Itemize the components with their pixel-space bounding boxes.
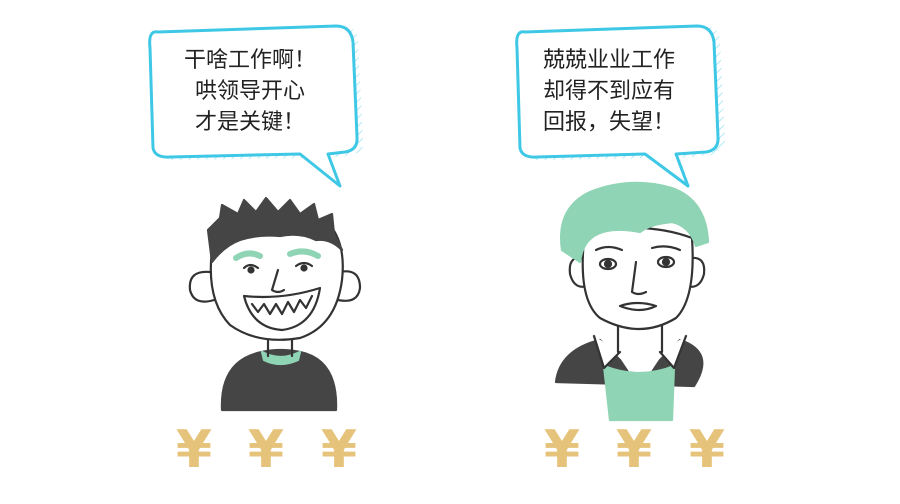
yen-icon: ¥ bbox=[543, 420, 581, 480]
left-speech-text: 干啥工作啊！ 哄领导开心 才是关键！ bbox=[170, 45, 330, 138]
yen-icon: ¥ bbox=[615, 420, 653, 480]
right-speech-line-2: 却得不到应有 bbox=[543, 79, 676, 104]
yen-icon: ¥ bbox=[247, 420, 285, 480]
right-speech-line-1: 兢兢业业工作 bbox=[543, 48, 676, 73]
left-speech-line-1: 干啥工作啊！ bbox=[183, 48, 316, 73]
right-speech-text: 兢兢业业工作 却得不到应有 回报，失望！ bbox=[543, 45, 713, 138]
yen-icon: ¥ bbox=[688, 420, 726, 480]
left-character bbox=[188, 196, 362, 412]
left-speech-bubble bbox=[148, 24, 364, 188]
left-speech-line-2: 哄领导开心 bbox=[194, 79, 305, 104]
right-speech-line-3: 回报，失望！ bbox=[543, 110, 676, 135]
left-speech-line-3: 才是关键！ bbox=[194, 110, 305, 135]
right-character bbox=[554, 181, 710, 422]
yen-icon: ¥ bbox=[320, 420, 358, 480]
right-speech-bubble bbox=[515, 24, 726, 188]
yen-icon: ¥ bbox=[175, 420, 213, 480]
